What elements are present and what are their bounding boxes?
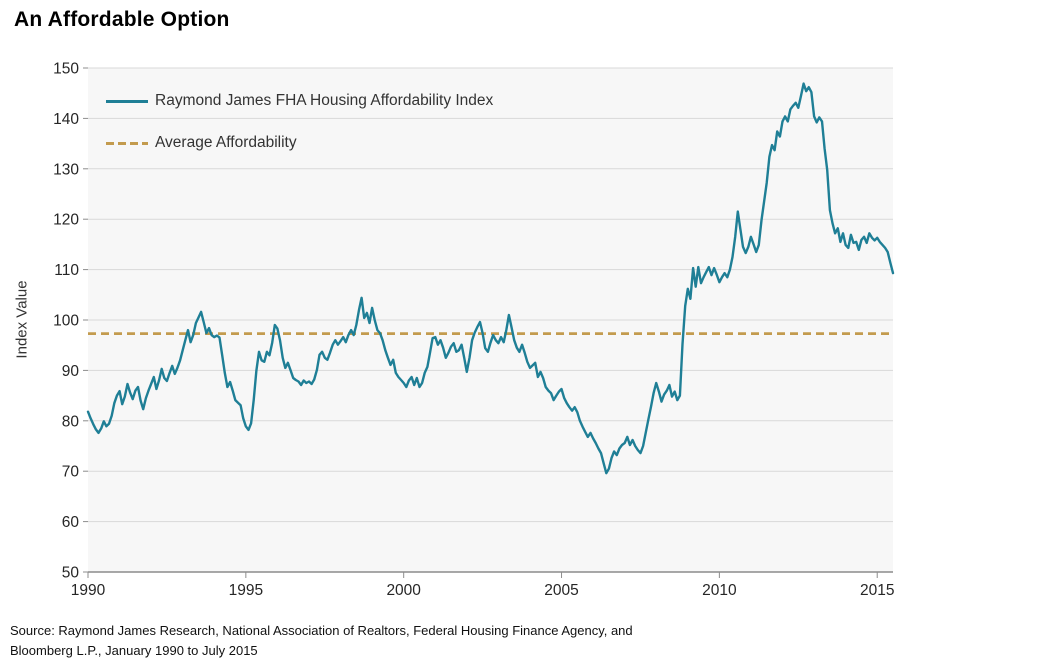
y-tick-label: 70	[62, 464, 80, 481]
source-note-line2: Bloomberg L.P., January 1990 to July 201…	[10, 643, 258, 658]
fha-index-legend-label: Raymond James FHA Housing Affordability …	[155, 92, 494, 109]
x-tick-label: 2010	[702, 582, 737, 599]
y-tick-label: 110	[54, 262, 79, 279]
y-tick-label: 60	[62, 514, 80, 531]
x-tick-label: 2000	[386, 582, 421, 599]
average-legend-label: Average Affordability	[155, 134, 297, 151]
y-tick-label: 80	[62, 413, 80, 430]
legend-item-fha-index: Raymond James FHA Housing Affordability …	[106, 90, 493, 112]
y-axis-label: Index Value	[13, 280, 31, 359]
y-tick-label: 100	[53, 313, 79, 330]
y-tick-label: 140	[53, 111, 79, 128]
legend-item-average: Average Affordability	[106, 132, 493, 154]
y-tick-label: 150	[53, 61, 79, 78]
x-tick-label: 2005	[544, 582, 578, 599]
page-title: An Affordable Option	[14, 8, 230, 31]
y-tick-label: 90	[62, 363, 80, 380]
x-tick-label: 1990	[71, 582, 106, 599]
y-tick-label: 120	[53, 212, 79, 229]
x-tick-label: 2015	[860, 582, 894, 599]
x-tick-label: 1995	[229, 582, 263, 599]
legend: Raymond James FHA Housing Affordability …	[106, 90, 493, 174]
y-tick-label: 50	[62, 565, 80, 582]
source-note-line1: Source: Raymond James Research, National…	[10, 623, 633, 638]
y-tick-label: 130	[53, 161, 79, 178]
average-line-swatch	[106, 141, 148, 145]
fha-index-line-swatch	[106, 99, 148, 103]
fha-index-line	[86, 82, 895, 475]
source-note: Source: Raymond James Research, National…	[10, 621, 633, 661]
